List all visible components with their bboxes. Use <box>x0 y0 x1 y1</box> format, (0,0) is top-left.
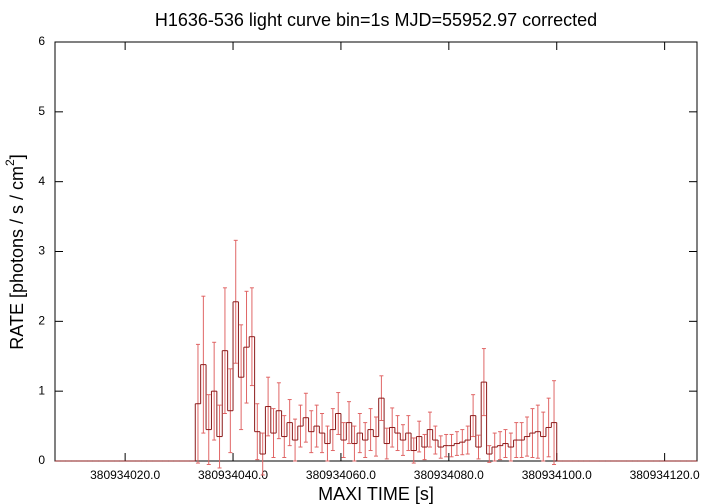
chart-title: H1636-536 light curve bin=1s MJD=55952.9… <box>155 10 597 30</box>
x-tick-label: 380934120.0 <box>630 468 700 482</box>
y-label-sup: 2 <box>3 159 17 166</box>
y-tick-label: 5 <box>38 104 45 118</box>
x-tick-label: 380934100.0 <box>522 468 592 482</box>
y-label-main: RATE [photons / s / cm <box>7 166 27 350</box>
y-tick-label: 3 <box>38 244 45 258</box>
x-tick-label: 380934020.0 <box>90 468 160 482</box>
y-label-end: ] <box>7 154 27 159</box>
plot-frame <box>54 41 698 462</box>
y-tick-label: 0 <box>38 453 45 467</box>
y-tick-label: 1 <box>38 383 45 397</box>
y-tick-label: 2 <box>38 314 45 328</box>
x-tick-label: 380934080.0 <box>414 468 484 482</box>
y-tick-label: 4 <box>38 174 45 188</box>
x-tick-label: 380934040.0 <box>198 468 268 482</box>
x-tick-label: 380934060.0 <box>306 468 376 482</box>
y-axis-label: RATE [photons / s / cm2] <box>3 154 27 349</box>
y-tick-label: 6 <box>38 34 45 48</box>
x-axis-label: MAXI TIME [s] <box>318 484 434 504</box>
